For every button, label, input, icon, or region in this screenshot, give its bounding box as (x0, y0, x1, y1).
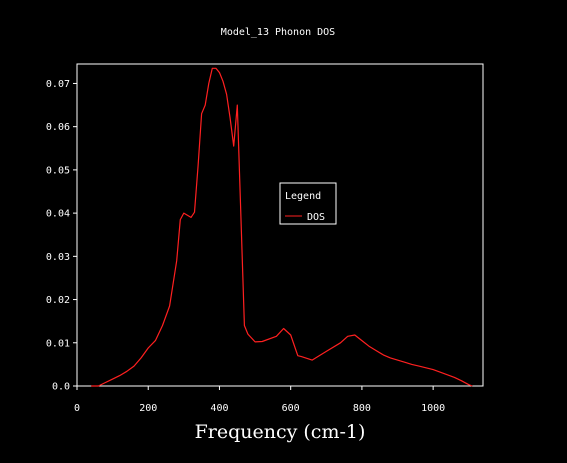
y-tick-label: 0.07 (46, 79, 70, 90)
series-layer (91, 67, 473, 387)
plot-frame (76, 63, 484, 387)
y-tick-label: 0.05 (46, 165, 70, 176)
x-tick-label: 600 (282, 403, 300, 414)
x-axis-label: Frequency (cm-1) (195, 421, 366, 443)
x-tick-label: 400 (210, 403, 228, 414)
series-line-dos (91, 67, 473, 387)
y-tick-label: 0.03 (46, 252, 70, 263)
x-tick-label: 800 (353, 403, 371, 414)
y-tick-label: 0.0 (52, 382, 70, 393)
x-axis: 0 200 400 600 800 1000 (74, 386, 445, 414)
y-tick-label: 0.06 (46, 122, 70, 133)
y-tick-label: 0.04 (46, 209, 70, 220)
legend-label-dos: DOS (307, 212, 325, 223)
legend: Legend DOS (279, 182, 337, 225)
x-tick-label: 1000 (421, 403, 445, 414)
y-tick-label: 0.01 (46, 338, 70, 349)
y-axis: 0.0 0.01 0.02 0.03 0.04 0.05 0.06 0.07 (46, 79, 77, 393)
y-tick-label: 0.02 (46, 295, 70, 306)
legend-box (279, 182, 337, 225)
chart-title: Model_13 Phonon DOS (221, 27, 335, 38)
x-tick-label: 200 (139, 403, 157, 414)
legend-title: Legend (285, 191, 321, 202)
x-tick-label: 0 (74, 403, 80, 414)
